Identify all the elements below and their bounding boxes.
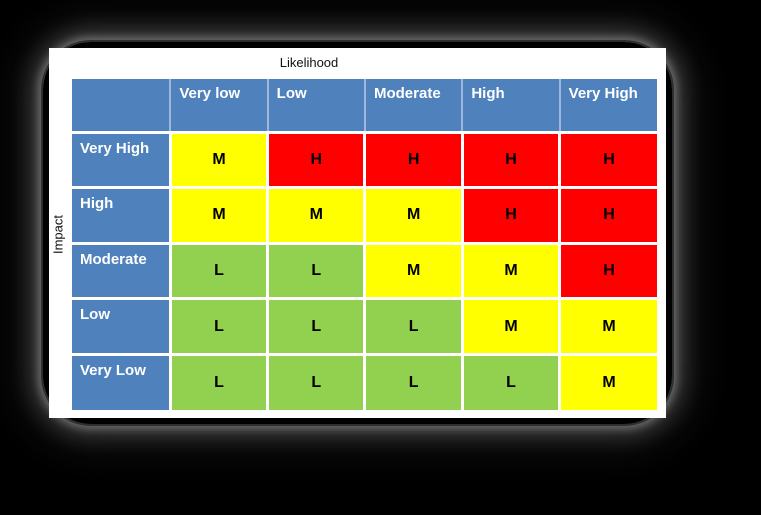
risk-cell-r3c0: L [168,297,270,356]
risk-cell-r2c4: H [558,241,659,301]
risk-cell-r4c0: L [168,352,270,412]
risk-cell-r3c4: M [558,297,659,356]
column-header-row: Very low Low Moderate High Very High [70,77,659,134]
row-header-high: High [70,186,172,245]
risk-matrix-table: Very low Low Moderate High Very High Ver… [70,77,659,412]
row-header-very-high: Very High [70,130,172,190]
risk-cell-r4c4: M [558,352,659,412]
risk-matrix-card: Likelihood Impact Very low Low Moderate … [49,48,666,418]
row-header-low: Low [70,297,172,356]
risk-cell-r2c1: L [266,241,367,301]
column-header-very-low: Very low [169,77,269,134]
risk-cell-r0c3: H [460,130,562,190]
column-header-high: High [461,77,561,134]
risk-cell-r2c0: L [168,241,270,301]
risk-cell-r2c3: M [460,241,562,301]
row-header-moderate: Moderate [70,241,172,301]
risk-cell-r1c0: M [168,186,270,245]
corner-cell [70,77,172,134]
risk-cell-r1c3: H [460,186,562,245]
risk-cell-r2c2: M [363,241,464,301]
matrix-row-moderate: Moderate L L M M H [70,241,659,301]
risk-cell-r4c2: L [363,352,464,412]
risk-cell-r0c4: H [558,130,659,190]
column-header-very-high: Very High [558,77,659,134]
risk-cell-r0c1: H [266,130,367,190]
likelihood-axis-title: Likelihood [279,55,339,70]
row-header-very-low: Very Low [70,352,172,412]
risk-cell-r3c3: M [460,297,562,356]
risk-cell-r1c2: M [363,186,464,245]
risk-cell-r4c3: L [460,352,562,412]
risk-cell-r4c1: L [266,352,367,412]
impact-axis-title: Impact [50,215,66,255]
matrix-row-high: High M M M H H [70,186,659,245]
matrix-row-low: Low L L L M M [70,297,659,356]
risk-cell-r0c0: M [168,130,270,190]
risk-cell-r3c1: L [266,297,367,356]
matrix-row-very-low: Very Low L L L L M [70,352,659,412]
risk-cell-r3c2: L [363,297,464,356]
risk-cell-r1c4: H [558,186,659,245]
risk-cell-r1c1: M [266,186,367,245]
matrix-row-very-high: Very High M H H H H [70,130,659,190]
column-header-low: Low [266,77,366,134]
risk-cell-r0c2: H [363,130,464,190]
column-header-moderate: Moderate [363,77,464,134]
